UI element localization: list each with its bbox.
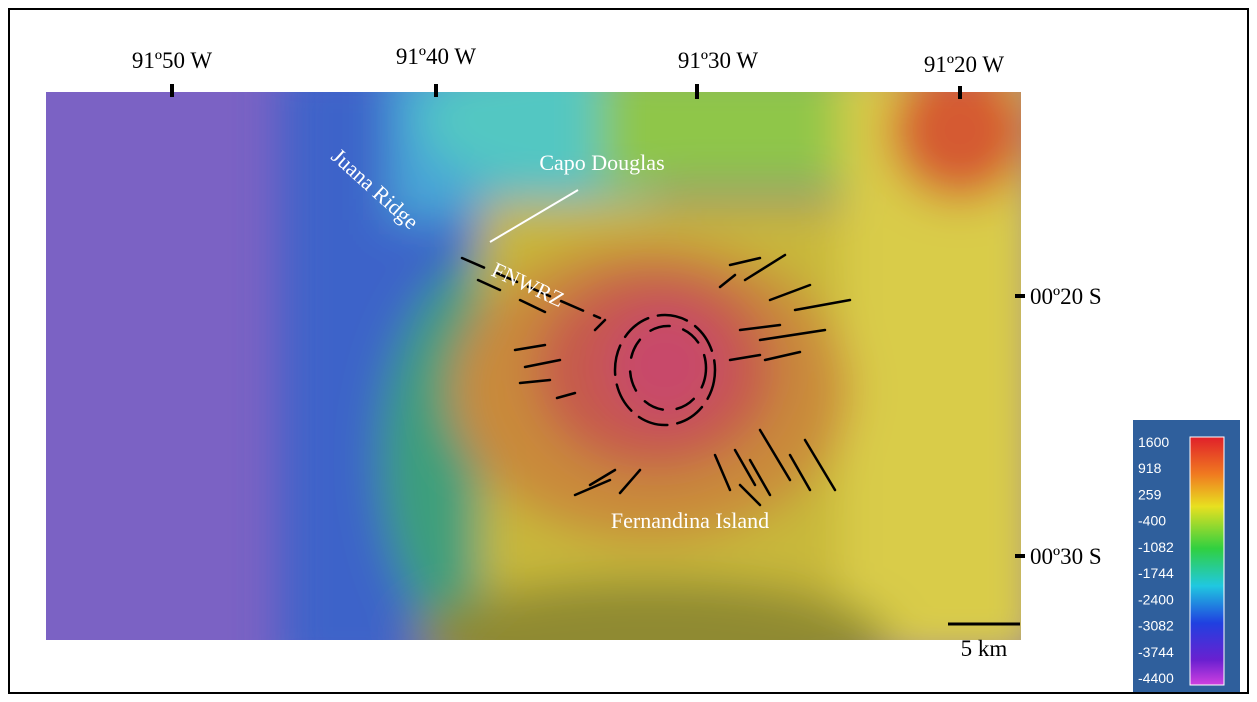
figure: 91º50 W 91º40 W 91º30 W 91º20 W 00º20 S … (0, 0, 1257, 702)
relief-map (46, 50, 1040, 700)
colorbar-label: 918 (1138, 460, 1162, 476)
colorbar-label: -400 (1138, 513, 1166, 529)
colorbar-label: -4400 (1138, 670, 1174, 686)
annotation: Fernandina Island (611, 508, 769, 533)
colorbar-label: 1600 (1138, 434, 1169, 450)
colorbar-label: 259 (1138, 486, 1162, 502)
colorbar-label: -1744 (1138, 565, 1174, 581)
longitude-label: 91º40 W (396, 44, 476, 69)
colorbar-label: -3744 (1138, 644, 1174, 660)
colorbar-label: -2400 (1138, 591, 1174, 607)
colorbar-label: -3082 (1138, 618, 1174, 634)
colorbar-label: -1082 (1138, 539, 1174, 555)
longitude-label: 91º20 W (924, 52, 1004, 77)
longitude-label: 91º30 W (678, 48, 758, 73)
latitude-label: 00º20 S (1030, 284, 1102, 309)
colorbar: 1600 918 259 -400 -1082 -1744 -2400 -3082 -3744 -… (1133, 420, 1240, 692)
annotation: Capo Douglas (539, 150, 664, 175)
scale-label: 5 km (961, 636, 1008, 661)
longitude-label: 91º50 W (132, 48, 212, 73)
latitude-label: 00º30 S (1030, 544, 1102, 569)
